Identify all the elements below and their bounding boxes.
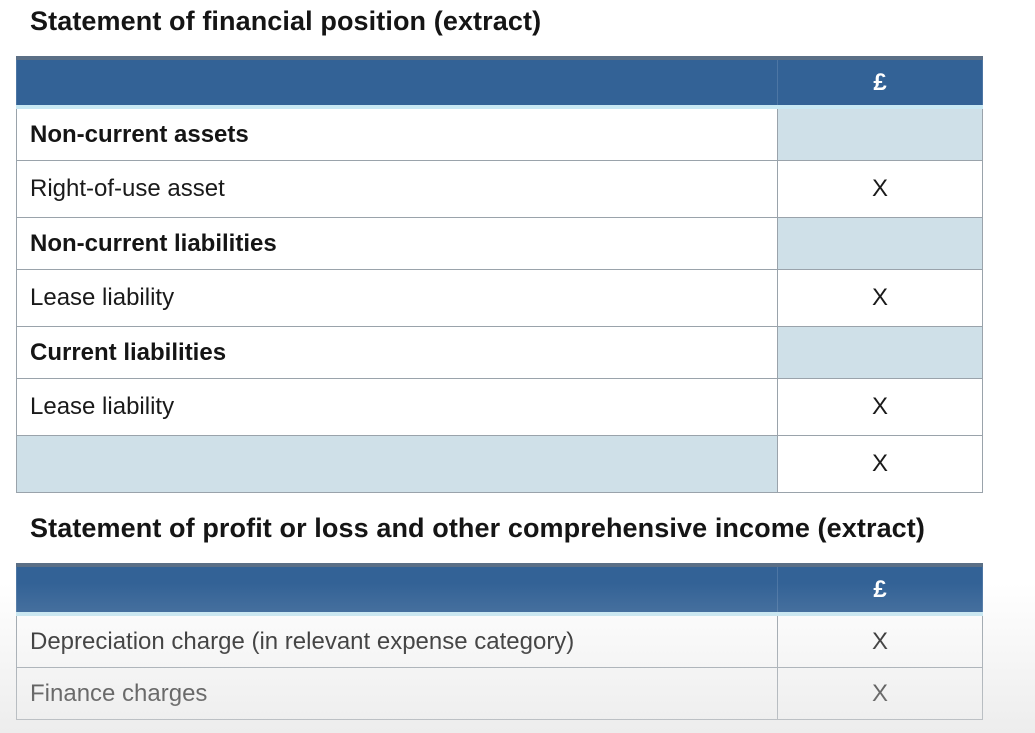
section-row-non-current-liabilities: Non-current liabilities bbox=[16, 217, 983, 270]
shaded-amount-cell bbox=[777, 106, 983, 161]
row-amount: X bbox=[777, 269, 983, 327]
table-row-lease-liability-non-current: Lease liability X bbox=[16, 269, 983, 327]
section-heading: Current liabilities bbox=[16, 326, 778, 379]
table-row-right-of-use-asset: Right-of-use asset X bbox=[16, 160, 983, 218]
table-header-row: £ bbox=[16, 563, 983, 616]
section-heading: Non-current liabilities bbox=[16, 217, 778, 270]
sofp-title: Statement of financial position (extract… bbox=[30, 6, 542, 36]
table-row-lease-liability-current: Lease liability X bbox=[16, 378, 983, 436]
currency-header: £ bbox=[777, 563, 983, 616]
section-row-non-current-assets: Non-current assets bbox=[16, 106, 983, 161]
table-header-row: £ bbox=[16, 56, 983, 109]
row-label: Depreciation charge (in relevant expense… bbox=[16, 613, 778, 668]
table-row-depreciation-charge: Depreciation charge (in relevant expense… bbox=[16, 613, 983, 668]
table-row-total: X bbox=[16, 435, 983, 493]
row-label: Lease liability bbox=[16, 269, 778, 327]
profit-or-loss-title: Statement of profit or loss and other co… bbox=[30, 513, 925, 543]
shaded-amount-cell bbox=[777, 217, 983, 270]
header-label-cell bbox=[16, 563, 778, 616]
header-label-cell bbox=[16, 56, 778, 109]
row-amount: X bbox=[777, 613, 983, 668]
row-label: Finance charges bbox=[16, 667, 778, 720]
row-label: Lease liability bbox=[16, 378, 778, 436]
shaded-label-cell bbox=[16, 435, 778, 493]
shaded-amount-cell bbox=[777, 326, 983, 379]
section-row-current-liabilities: Current liabilities bbox=[16, 326, 983, 379]
table-row-finance-charges: Finance charges X bbox=[16, 667, 983, 720]
financial-position-table: £ Non-current assets Right-of-use asset … bbox=[16, 56, 983, 493]
row-amount: X bbox=[777, 378, 983, 436]
section-heading: Non-current assets bbox=[16, 106, 778, 161]
currency-header: £ bbox=[777, 56, 983, 109]
row-amount: X bbox=[777, 435, 983, 493]
profit-or-loss-table: £ Depreciation charge (in relevant expen… bbox=[16, 563, 983, 720]
row-amount: X bbox=[777, 667, 983, 720]
row-amount: X bbox=[777, 160, 983, 218]
row-label: Right-of-use asset bbox=[16, 160, 778, 218]
